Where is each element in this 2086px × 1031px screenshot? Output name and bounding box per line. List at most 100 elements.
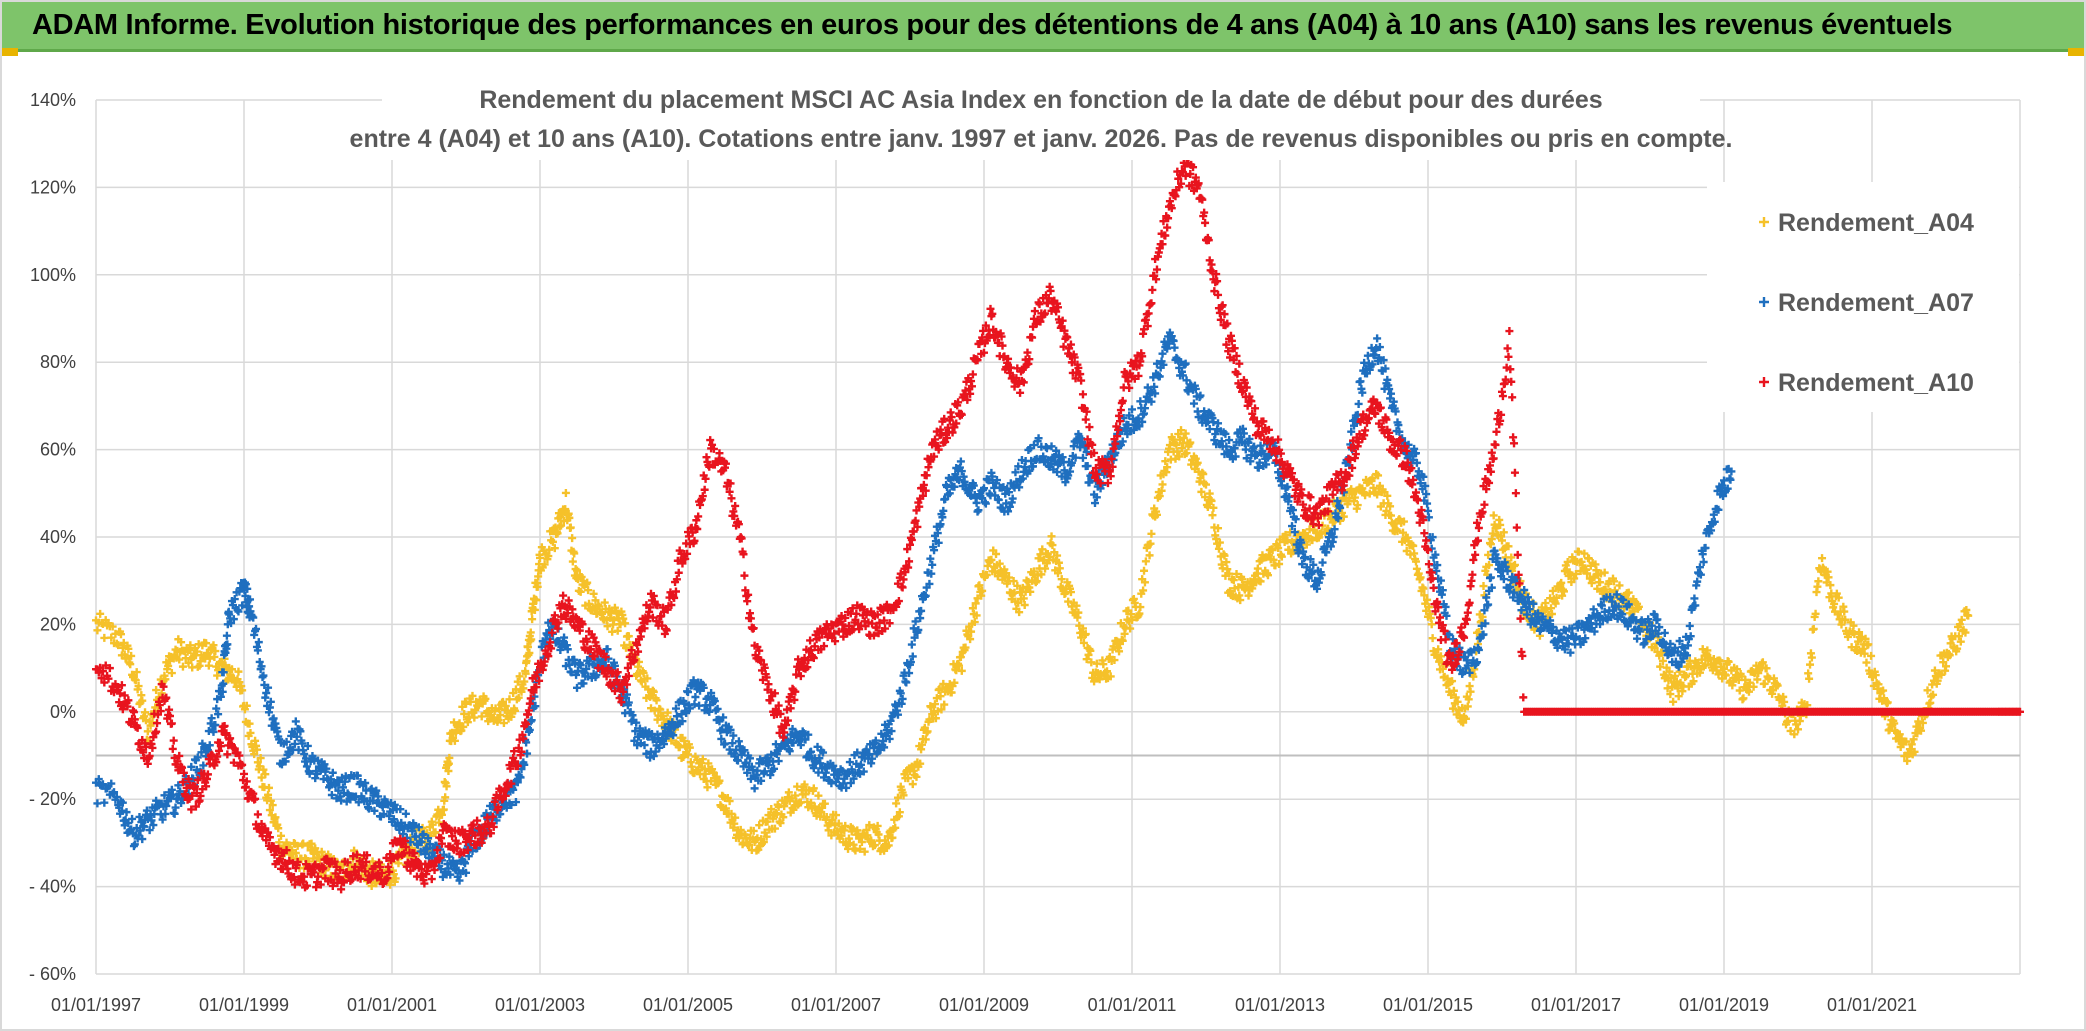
data-point	[1499, 575, 1508, 584]
data-point	[406, 838, 415, 847]
data-point	[401, 809, 410, 818]
data-point	[1048, 541, 1057, 550]
data-point	[753, 766, 762, 775]
data-point	[1090, 448, 1099, 457]
data-point	[1517, 606, 1526, 615]
data-point	[145, 826, 154, 835]
data-point	[1148, 285, 1157, 294]
data-point	[437, 839, 446, 848]
data-point	[1067, 458, 1076, 467]
data-point	[770, 824, 779, 833]
data-point	[175, 655, 184, 664]
data-point	[869, 631, 878, 640]
data-point	[921, 735, 930, 744]
data-point	[1773, 681, 1782, 690]
data-point	[1004, 354, 1013, 363]
data-point	[462, 868, 470, 877]
data-point	[1650, 610, 1659, 619]
data-point	[203, 770, 212, 779]
data-point	[591, 596, 600, 605]
data-point	[557, 521, 566, 530]
data-point	[617, 698, 626, 707]
data-point	[101, 661, 110, 670]
data-point	[303, 741, 312, 750]
data-point	[264, 683, 273, 692]
data-point	[700, 485, 709, 494]
data-point	[1268, 546, 1277, 555]
data-point	[880, 846, 889, 855]
data-point	[1060, 326, 1069, 335]
data-point	[1150, 382, 1159, 391]
data-point	[1197, 487, 1206, 496]
data-point	[550, 544, 559, 553]
data-point	[1566, 648, 1575, 657]
data-point	[507, 779, 516, 788]
data-point	[937, 705, 946, 714]
data-point	[1633, 634, 1642, 643]
data-point	[898, 583, 907, 592]
data-point	[1590, 627, 1599, 636]
data-point	[1525, 605, 1534, 614]
data-point	[669, 731, 678, 740]
data-point	[1954, 632, 1963, 641]
data-point	[1207, 496, 1216, 505]
data-point	[1283, 536, 1292, 545]
data-point	[583, 578, 592, 587]
data-point	[433, 846, 442, 855]
data-point	[1106, 472, 1115, 481]
data-point	[290, 880, 299, 889]
data-point	[1087, 658, 1096, 667]
data-point	[1699, 558, 1708, 567]
data-point	[750, 784, 759, 793]
data-point	[124, 819, 133, 828]
data-point	[921, 486, 930, 495]
data-point	[1383, 491, 1392, 500]
data-point	[268, 801, 277, 810]
data-point	[1419, 472, 1428, 481]
data-point	[1653, 615, 1662, 624]
data-point	[1634, 602, 1643, 611]
data-point	[1864, 640, 1873, 649]
data-point	[896, 689, 905, 698]
data-point	[561, 505, 570, 514]
data-point	[250, 750, 259, 759]
data-point	[245, 719, 254, 728]
data-point	[1374, 471, 1383, 480]
data-point	[1116, 406, 1125, 415]
data-point	[316, 880, 325, 889]
data-point	[1583, 569, 1592, 578]
data-point	[978, 494, 987, 503]
data-point	[1691, 601, 1700, 610]
data-point	[1368, 360, 1377, 369]
data-point	[488, 812, 497, 821]
data-point	[902, 678, 911, 687]
data-point	[672, 712, 681, 721]
data-point	[770, 764, 779, 773]
data-point	[205, 654, 214, 663]
data-point	[269, 842, 278, 851]
data-point	[363, 851, 372, 860]
data-point	[356, 874, 365, 883]
data-point	[424, 834, 433, 843]
data-point	[1025, 466, 1034, 475]
data-point	[256, 754, 265, 763]
data-point	[791, 687, 800, 696]
data-point	[514, 693, 523, 702]
data-point	[1262, 460, 1271, 469]
data-point	[1081, 415, 1090, 424]
data-point	[584, 586, 593, 595]
data-point	[164, 662, 173, 671]
data-point	[1861, 634, 1870, 643]
data-point	[624, 698, 633, 707]
data-point	[613, 668, 622, 677]
data-point	[511, 706, 520, 715]
data-point	[936, 520, 945, 529]
data-point	[300, 872, 309, 881]
data-point	[842, 783, 851, 792]
data-point	[1041, 309, 1050, 318]
data-point	[311, 774, 320, 783]
data-point	[132, 668, 141, 677]
data-point	[610, 616, 618, 625]
data-point	[573, 566, 581, 575]
data-point	[533, 582, 542, 591]
